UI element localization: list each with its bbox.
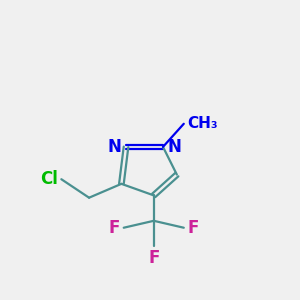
Text: F: F	[148, 249, 159, 267]
Text: N: N	[108, 138, 122, 156]
Text: N: N	[167, 138, 181, 156]
Text: F: F	[109, 219, 120, 237]
Text: CH₃: CH₃	[187, 116, 218, 131]
Text: F: F	[187, 219, 199, 237]
Text: Cl: Cl	[40, 170, 58, 188]
